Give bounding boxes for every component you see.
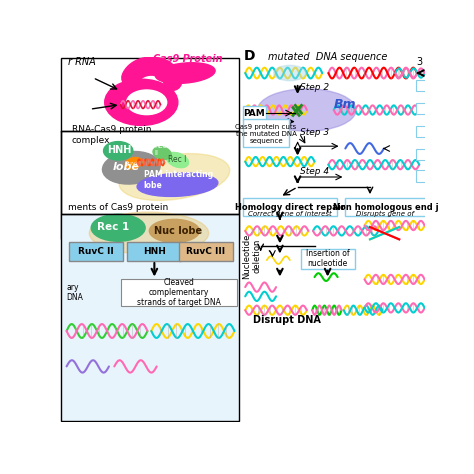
Ellipse shape bbox=[273, 65, 306, 81]
Text: HNH: HNH bbox=[143, 247, 166, 256]
Ellipse shape bbox=[119, 154, 230, 201]
Text: Step 3: Step 3 bbox=[300, 128, 329, 137]
Text: D: D bbox=[244, 49, 255, 63]
Text: Homology direct repair: Homology direct repair bbox=[235, 202, 345, 211]
Text: Cleaved
complementary
strands of target DNA: Cleaved complementary strands of target … bbox=[137, 278, 221, 308]
FancyBboxPatch shape bbox=[416, 103, 426, 114]
Text: Step 2: Step 2 bbox=[300, 83, 329, 92]
Text: Nucleotide
deletion: Nucleotide deletion bbox=[242, 234, 261, 279]
Ellipse shape bbox=[89, 212, 209, 255]
Text: PAM: PAM bbox=[244, 109, 265, 118]
FancyBboxPatch shape bbox=[61, 214, 239, 421]
FancyBboxPatch shape bbox=[416, 149, 426, 160]
Text: mutated  DNA sequence: mutated DNA sequence bbox=[268, 52, 388, 62]
Ellipse shape bbox=[102, 152, 160, 184]
Text: PAM interacting
lobe: PAM interacting lobe bbox=[144, 170, 213, 190]
Text: 3: 3 bbox=[416, 57, 422, 67]
FancyBboxPatch shape bbox=[243, 198, 337, 216]
Ellipse shape bbox=[105, 79, 178, 126]
FancyBboxPatch shape bbox=[69, 242, 123, 261]
Text: Rec 1: Rec 1 bbox=[97, 222, 130, 232]
FancyBboxPatch shape bbox=[128, 242, 182, 261]
FancyBboxPatch shape bbox=[179, 242, 233, 261]
Ellipse shape bbox=[257, 89, 356, 131]
Text: Disrupts gene of: Disrupts gene of bbox=[356, 211, 414, 217]
Text: RNA-Cas9 protein
complex: RNA-Cas9 protein complex bbox=[72, 126, 152, 145]
Text: Non homologous end j: Non homologous end j bbox=[333, 202, 438, 211]
FancyBboxPatch shape bbox=[416, 171, 426, 182]
FancyBboxPatch shape bbox=[121, 279, 237, 306]
Text: Rec I: Rec I bbox=[168, 155, 187, 164]
Text: Cas9 protein cuts
the mutated DNA
sequence: Cas9 protein cuts the mutated DNA sequen… bbox=[236, 124, 297, 144]
Text: Bm: Bm bbox=[334, 99, 356, 111]
Text: Insertion of
nucleotide: Insertion of nucleotide bbox=[306, 249, 349, 268]
Text: Nuc lobe: Nuc lobe bbox=[155, 226, 202, 236]
Ellipse shape bbox=[127, 90, 167, 115]
Ellipse shape bbox=[137, 173, 218, 196]
Ellipse shape bbox=[125, 157, 142, 169]
Text: ments of Cas9 protein: ments of Cas9 protein bbox=[68, 203, 168, 212]
Text: RuvC II: RuvC II bbox=[78, 247, 114, 256]
Text: lobe: lobe bbox=[113, 162, 140, 172]
FancyBboxPatch shape bbox=[301, 248, 355, 269]
Ellipse shape bbox=[166, 153, 189, 168]
Ellipse shape bbox=[155, 63, 215, 83]
FancyBboxPatch shape bbox=[416, 126, 426, 137]
FancyBboxPatch shape bbox=[61, 58, 239, 239]
Text: Correct gene of interest: Correct gene of interest bbox=[248, 211, 332, 217]
Text: RuvC: RuvC bbox=[124, 162, 140, 166]
Text: Step 4: Step 4 bbox=[300, 167, 329, 176]
Ellipse shape bbox=[149, 219, 200, 242]
FancyBboxPatch shape bbox=[243, 106, 266, 120]
Text: HNH: HNH bbox=[107, 145, 131, 155]
FancyBboxPatch shape bbox=[416, 80, 426, 91]
Text: Cas9 Protein: Cas9 Protein bbox=[153, 54, 222, 64]
Text: Rec
II: Rec II bbox=[155, 144, 167, 156]
FancyBboxPatch shape bbox=[345, 198, 426, 216]
Text: RuvC III: RuvC III bbox=[186, 247, 226, 256]
Ellipse shape bbox=[103, 142, 133, 160]
Text: Disrupt DNA: Disrupt DNA bbox=[253, 315, 321, 325]
Text: ary
DNA: ary DNA bbox=[66, 283, 83, 302]
Ellipse shape bbox=[91, 214, 145, 241]
FancyBboxPatch shape bbox=[243, 119, 289, 147]
Text: r RNA: r RNA bbox=[68, 57, 96, 67]
Ellipse shape bbox=[153, 147, 171, 160]
